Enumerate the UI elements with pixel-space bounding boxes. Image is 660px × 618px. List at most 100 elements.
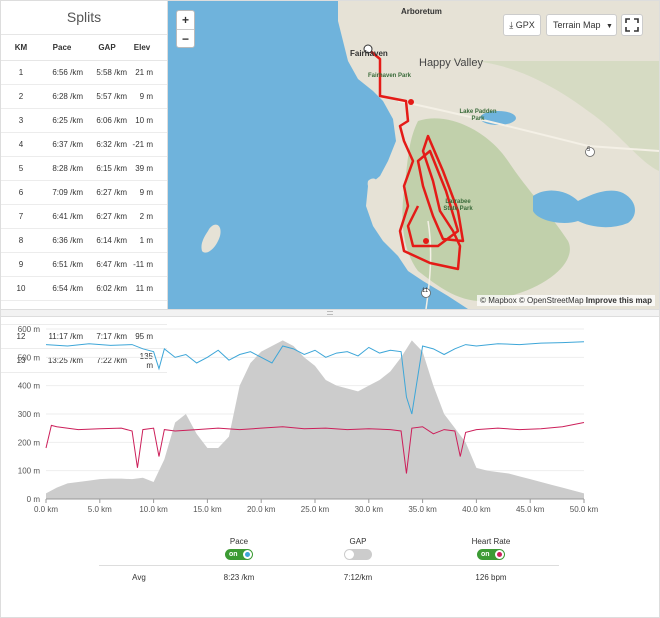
- pace-toggle-state: on: [229, 551, 238, 558]
- map-label-fairhaven-park: Fairhaven Park: [368, 73, 412, 79]
- heart-rate-avg-value: 126 bpm: [475, 573, 507, 582]
- y-tick-label: 300 m: [18, 410, 41, 419]
- map-canvas[interactable]: [168, 1, 659, 309]
- split-gap: 6:06 /km: [87, 108, 131, 133]
- split-elev: -11 m: [131, 252, 167, 277]
- split-pace: 6:54 /km: [41, 276, 87, 301]
- split-row: 5 8:28 /km 6:15 /km 39 m: [1, 156, 167, 181]
- resize-grip-icon[interactable]: [327, 311, 333, 315]
- split-gap: 6:27 /km: [87, 204, 131, 229]
- split-row: 3 6:25 /km 6:06 /km 10 m: [1, 108, 167, 133]
- split-km: 13: [1, 348, 41, 373]
- route-map[interactable]: Arboretum Fairhaven Happy Valley Fairhav…: [168, 1, 659, 309]
- split-row: 2 6:28 /km 5:57 /km 9 m: [1, 84, 167, 109]
- download-icon: ⤓: [509, 20, 514, 30]
- x-tick-label: 10.0 km: [139, 505, 168, 514]
- x-tick-label: 40.0 km: [462, 505, 491, 514]
- header-gap: GAP: [87, 35, 131, 61]
- split-elev: 9 m: [131, 84, 167, 109]
- download-gpx-button[interactable]: ⤓ GPX: [503, 14, 541, 36]
- x-tick-label: 25.0 km: [301, 505, 330, 514]
- split-elev: 39 m: [131, 156, 167, 181]
- split-row: 4 6:37 /km 6:32 /km -21 m: [1, 132, 167, 157]
- avg-label: Avg: [132, 573, 146, 582]
- pace-color-dot: [245, 552, 250, 557]
- resize-divider[interactable]: [1, 309, 659, 317]
- x-tick-label: 30.0 km: [355, 505, 384, 514]
- x-tick-label: 35.0 km: [408, 505, 437, 514]
- chart-svg[interactable]: 0 m 100 m 200 m 300 m 400 m 500 m 600 m 0.0 km 5…: [1, 319, 659, 519]
- y-tick-label: 0 m: [27, 495, 41, 504]
- splits-panel: Splits KM Pace GAP Elev 1 6:56 /km 5:58 /k…: [1, 1, 168, 373]
- split-km: 9: [1, 252, 41, 277]
- split-pace: 13:25 /km: [41, 348, 87, 373]
- avg-divider: [99, 565, 559, 566]
- split-elev: 9 m: [131, 180, 167, 205]
- stats-toggles: Pace on GAP Heart Rate on Avg 8:23 /km 7…: [1, 531, 659, 611]
- x-tick-label: 20.0 km: [247, 505, 276, 514]
- split-km: 6: [1, 180, 41, 205]
- y-tick-label: 100 m: [18, 467, 41, 476]
- split-gap: 6:32 /km: [87, 132, 131, 157]
- split-km: 1: [1, 60, 41, 85]
- header-elev: Elev: [131, 35, 167, 61]
- split-gap: 5:57 /km: [87, 84, 131, 109]
- split-pace: 7:09 /km: [41, 180, 87, 205]
- split-elev: -21 m: [131, 132, 167, 157]
- split-pace: 6:51 /km: [41, 252, 87, 277]
- zoom-out-button[interactable]: −: [181, 32, 189, 46]
- elevation-area: [46, 340, 584, 499]
- road-11-label: 11: [422, 288, 429, 294]
- split-pace: 6:36 /km: [41, 228, 87, 253]
- split-km: 10: [1, 276, 41, 301]
- split-gap: 6:15 /km: [87, 156, 131, 181]
- split-km: 3: [1, 108, 41, 133]
- split-row: 10 6:54 /km 6:02 /km 11 m: [1, 276, 167, 301]
- heart-rate-color-dot: [497, 552, 502, 557]
- header-pace: Pace: [41, 35, 87, 61]
- road-5-label: 5: [587, 147, 591, 153]
- split-elev: 21 m: [131, 60, 167, 85]
- split-elev: 1 m: [131, 228, 167, 253]
- map-type-select[interactable]: Terrain Map ▼: [546, 14, 617, 36]
- pace-toggle[interactable]: on: [225, 549, 253, 560]
- mapbox-link[interactable]: © Mapbox: [480, 296, 517, 305]
- map-attribution: © Mapbox © OpenStreetMap Improve this ma…: [477, 295, 655, 306]
- split-gap: 6:47 /km: [87, 252, 131, 277]
- pace-avg-value: 8:23 /km: [223, 573, 255, 582]
- split-row: 8 6:36 /km 6:14 /km 1 m: [1, 228, 167, 253]
- x-tick-label: 0.0 km: [34, 505, 58, 514]
- pace-toggle-label: Pace: [229, 537, 249, 546]
- zoom-in-button[interactable]: +: [177, 11, 194, 30]
- split-km: 7: [1, 204, 41, 229]
- fullscreen-button[interactable]: [621, 14, 643, 36]
- osm-link[interactable]: © OpenStreetMap: [518, 296, 584, 305]
- zoom-control: + −: [176, 10, 195, 48]
- split-km: 12: [1, 324, 41, 349]
- split-pace: 6:41 /km: [41, 204, 87, 229]
- heart-rate-toggle-label: Heart Rate: [471, 537, 511, 546]
- splits-header-row: KM Pace GAP Elev: [1, 35, 167, 61]
- split-gap: 6:27 /km: [87, 180, 131, 205]
- split-elev: 2 m: [131, 204, 167, 229]
- x-tick-label: 5.0 km: [88, 505, 112, 514]
- split-km: 4: [1, 132, 41, 157]
- split-gap: 6:02 /km: [87, 276, 131, 301]
- map-label-lake-padden-park: Lake Padden Park: [459, 109, 497, 122]
- gap-toggle-label: GAP: [349, 537, 367, 546]
- gap-toggle[interactable]: [344, 549, 372, 560]
- split-km: 2: [1, 84, 41, 109]
- split-row: 6 7:09 /km 6:27 /km 9 m: [1, 180, 167, 205]
- improve-map-link[interactable]: Improve this map: [585, 296, 652, 305]
- heart-rate-toggle-state: on: [481, 551, 490, 558]
- gap-toggle-knob: [345, 550, 354, 559]
- header-km: KM: [1, 35, 41, 61]
- x-tick-label: 15.0 km: [193, 505, 222, 514]
- x-tick-label: 50.0 km: [570, 505, 599, 514]
- elevation-pace-chart[interactable]: 0 m 100 m 200 m 300 m 400 m 500 m 600 m 0.0 km 5…: [1, 319, 659, 519]
- split-pace: 6:28 /km: [41, 84, 87, 109]
- splits-title: Splits: [1, 1, 167, 35]
- heart-rate-toggle[interactable]: on: [477, 549, 505, 560]
